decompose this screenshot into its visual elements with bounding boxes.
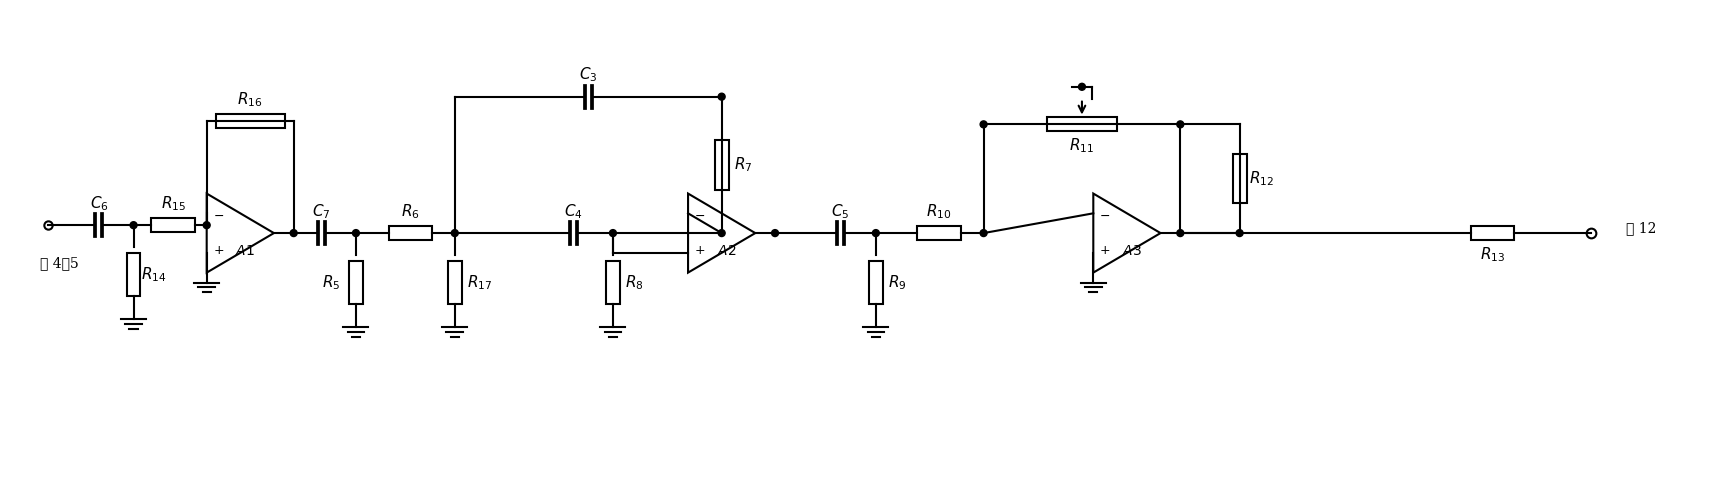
Text: 接 4、5: 接 4、5	[40, 256, 78, 270]
Text: $+$: $+$	[1100, 244, 1110, 257]
Bar	[606, 261, 620, 304]
Text: $R_{10}$: $R_{10}$	[926, 202, 952, 221]
Text: $C_6$: $C_6$	[90, 194, 109, 213]
Text: $+$: $+$	[694, 244, 705, 257]
Text: $A1$: $A1$	[235, 244, 256, 258]
Circle shape	[204, 222, 211, 228]
Text: $A3$: $A3$	[1123, 244, 1142, 258]
Text: $C_3$: $C_3$	[579, 66, 598, 84]
Bar	[1047, 118, 1117, 131]
Text: $-$: $-$	[1100, 209, 1110, 222]
Circle shape	[772, 229, 779, 237]
Text: $R_6$: $R_6$	[401, 202, 420, 221]
Bar	[715, 140, 729, 190]
Text: $-$: $-$	[212, 209, 225, 222]
Bar	[349, 261, 363, 304]
Text: $R_{14}$: $R_{14}$	[140, 265, 166, 284]
Bar	[216, 114, 285, 128]
Circle shape	[1176, 121, 1183, 128]
Text: $C_7$: $C_7$	[313, 202, 330, 221]
Bar	[447, 261, 461, 304]
Text: $R_{17}$: $R_{17}$	[466, 273, 492, 292]
Bar	[1471, 226, 1515, 240]
Bar	[869, 261, 882, 304]
Circle shape	[718, 229, 725, 237]
Bar	[152, 218, 195, 232]
Circle shape	[1237, 229, 1243, 237]
Circle shape	[451, 229, 458, 237]
Text: $R_{15}$: $R_{15}$	[161, 194, 187, 213]
Bar	[126, 253, 140, 296]
Text: $R_5$: $R_5$	[321, 273, 340, 292]
Circle shape	[130, 222, 136, 228]
Text: 至 12: 至 12	[1627, 221, 1656, 235]
Circle shape	[981, 229, 988, 237]
Circle shape	[352, 229, 359, 237]
Circle shape	[610, 229, 617, 237]
Circle shape	[872, 229, 879, 237]
Text: $+$: $+$	[212, 244, 225, 257]
Text: $R_{12}$: $R_{12}$	[1249, 169, 1275, 188]
Circle shape	[981, 121, 988, 128]
Circle shape	[1078, 84, 1085, 90]
Text: $R_7$: $R_7$	[734, 156, 753, 174]
Circle shape	[1176, 229, 1183, 237]
Text: $-$: $-$	[694, 209, 705, 222]
Text: $C_5$: $C_5$	[831, 202, 850, 221]
Bar	[1233, 154, 1247, 204]
Text: $C_4$: $C_4$	[565, 202, 582, 221]
Bar	[917, 226, 960, 240]
Text: $R_{13}$: $R_{13}$	[1480, 245, 1506, 264]
Circle shape	[290, 229, 297, 237]
Text: $R_{16}$: $R_{16}$	[237, 90, 263, 109]
Text: $R_9$: $R_9$	[888, 273, 907, 292]
Bar	[389, 226, 432, 240]
Text: $R_{11}$: $R_{11}$	[1069, 137, 1095, 156]
Text: $R_8$: $R_8$	[625, 273, 644, 292]
Text: $A2$: $A2$	[717, 244, 736, 258]
Circle shape	[718, 93, 725, 100]
